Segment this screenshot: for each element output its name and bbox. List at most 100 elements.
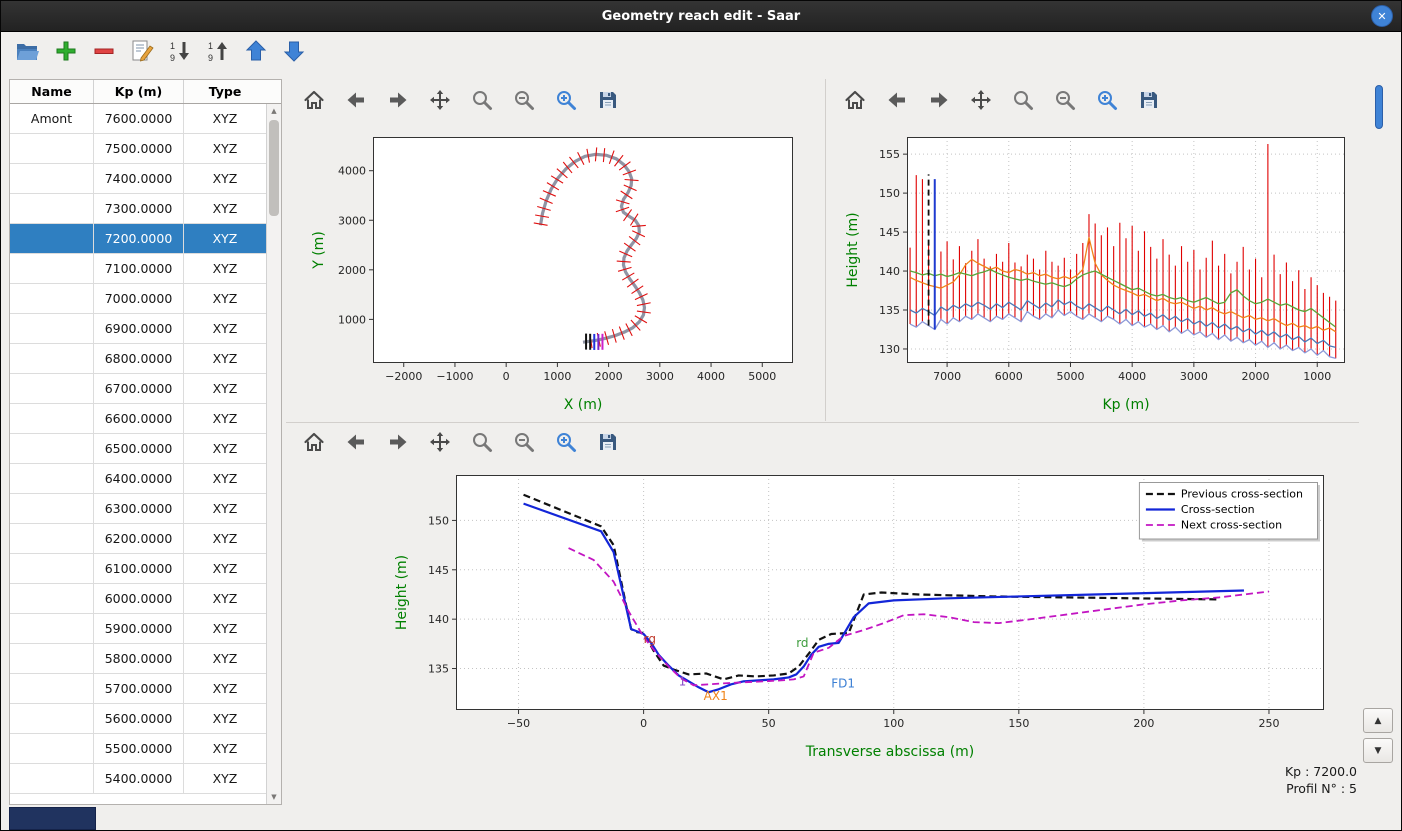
table-row[interactable]: 6300.0000 XYZ	[10, 494, 266, 524]
cell-type: XYZ	[212, 171, 238, 186]
save-icon	[596, 88, 622, 112]
save-button[interactable]	[594, 85, 624, 115]
scroll-down-icon[interactable]: ▼	[271, 793, 277, 801]
home-button[interactable]	[841, 85, 871, 115]
add-button[interactable]	[51, 36, 81, 66]
zoom-out-button[interactable]	[510, 427, 540, 457]
column-header-type[interactable]: Type	[208, 84, 242, 99]
table-row[interactable]: 7100.0000 XYZ	[10, 254, 266, 284]
table-row[interactable]: 6500.0000 XYZ	[10, 434, 266, 464]
cell-kp: 6600.0000	[94, 404, 184, 433]
move-up-button[interactable]	[241, 36, 271, 66]
vertical-divider	[825, 79, 826, 421]
cell-kp: 6200.0000	[94, 524, 184, 553]
pan-icon	[969, 88, 995, 112]
forward-button[interactable]	[925, 85, 955, 115]
back-button[interactable]	[342, 427, 372, 457]
pan-button[interactable]	[426, 427, 456, 457]
edit-button[interactable]	[127, 36, 157, 66]
arrow-down-icon: ▼	[1374, 745, 1382, 756]
open-folder-button[interactable]	[13, 36, 43, 66]
column-header-name[interactable]: Name	[10, 80, 94, 103]
cross-section-panel	[286, 423, 1359, 768]
back-button[interactable]	[342, 85, 372, 115]
zoom-in-button[interactable]	[552, 85, 582, 115]
cell-name	[10, 644, 94, 673]
add-icon	[53, 38, 79, 64]
table-row[interactable]: 7200.0000 XYZ	[10, 224, 266, 254]
table-row[interactable]: 6100.0000 XYZ	[10, 554, 266, 584]
table-row[interactable]: 5600.0000 XYZ	[10, 704, 266, 734]
table-row[interactable]: 7400.0000 XYZ	[10, 164, 266, 194]
cross-section-toolbar	[286, 423, 1359, 461]
table-scrollbar[interactable]: ▲ ▼	[266, 104, 281, 804]
plan-view-panel	[286, 81, 823, 421]
zoom-out-icon	[1053, 88, 1079, 112]
cell-kp: 7600.0000	[94, 104, 184, 133]
cell-name	[10, 464, 94, 493]
table-row[interactable]: Amont 7600.0000 XYZ	[10, 104, 266, 134]
cell-type: XYZ	[212, 621, 238, 636]
forward-button[interactable]	[384, 427, 414, 457]
table-row[interactable]: 5400.0000 XYZ	[10, 764, 266, 794]
status-profil: Profil N° : 5	[1286, 781, 1357, 796]
close-button[interactable]: ✕	[1371, 5, 1393, 27]
pan-button[interactable]	[967, 85, 997, 115]
table-row[interactable]: 6900.0000 XYZ	[10, 314, 266, 344]
forward-icon	[386, 88, 412, 112]
move-down-button[interactable]	[279, 36, 309, 66]
previous-profile-button[interactable]: ▲	[1363, 708, 1393, 733]
move-down-icon	[281, 38, 307, 64]
table-row[interactable]: 5800.0000 XYZ	[10, 644, 266, 674]
table-row[interactable]: 7300.0000 XYZ	[10, 194, 266, 224]
column-header-kp[interactable]: Kp (m)	[94, 80, 184, 103]
table-row[interactable]: 6000.0000 XYZ	[10, 584, 266, 614]
scroll-up-icon[interactable]: ▲	[271, 107, 277, 115]
back-button[interactable]	[883, 85, 913, 115]
zoom-button[interactable]	[468, 85, 498, 115]
table-row[interactable]: 5700.0000 XYZ	[10, 674, 266, 704]
zoom-button[interactable]	[1009, 85, 1039, 115]
cross-section-table: Name Kp (m) Type Amont 7600.0000 XYZ 7500.0…	[9, 79, 282, 805]
plan-view-canvas[interactable]	[286, 119, 823, 419]
table-row[interactable]: 5900.0000 XYZ	[10, 614, 266, 644]
save-button[interactable]	[594, 427, 624, 457]
forward-button[interactable]	[384, 85, 414, 115]
table-row[interactable]: 7000.0000 XYZ	[10, 284, 266, 314]
zoom-in-button[interactable]	[1093, 85, 1123, 115]
cell-name	[10, 134, 94, 163]
longitudinal-profile-canvas[interactable]	[827, 119, 1359, 419]
zoom-in-button[interactable]	[552, 427, 582, 457]
table-row[interactable]: 6200.0000 XYZ	[10, 524, 266, 554]
table-row[interactable]: 6600.0000 XYZ	[10, 404, 266, 434]
save-button[interactable]	[1135, 85, 1165, 115]
zoom-out-button[interactable]	[510, 85, 540, 115]
table-row[interactable]: 6400.0000 XYZ	[10, 464, 266, 494]
zoom-out-button[interactable]	[1051, 85, 1081, 115]
back-icon	[344, 430, 370, 454]
table-row[interactable]: 7500.0000 XYZ	[10, 134, 266, 164]
cell-kp: 7000.0000	[94, 284, 184, 313]
home-button[interactable]	[300, 85, 330, 115]
next-profile-button[interactable]: ▼	[1363, 738, 1393, 763]
edit-icon	[129, 38, 155, 64]
cell-name	[10, 524, 94, 553]
table-row[interactable]: 6700.0000 XYZ	[10, 374, 266, 404]
home-button[interactable]	[300, 427, 330, 457]
horizontal-divider	[286, 422, 1359, 423]
table-scrollbar-thumb[interactable]	[269, 120, 279, 216]
remove-button[interactable]	[89, 36, 119, 66]
zoom-button[interactable]	[468, 427, 498, 457]
table-row[interactable]: 5500.0000 XYZ	[10, 734, 266, 764]
vertical-slider[interactable]	[1375, 85, 1383, 129]
cell-type: XYZ	[212, 111, 238, 126]
pan-button[interactable]	[426, 85, 456, 115]
cross-section-canvas[interactable]	[286, 461, 1359, 766]
cell-type: XYZ	[212, 231, 238, 246]
table-row[interactable]: 6800.0000 XYZ	[10, 344, 266, 374]
cell-kp: 7400.0000	[94, 164, 184, 193]
cell-name	[10, 344, 94, 373]
